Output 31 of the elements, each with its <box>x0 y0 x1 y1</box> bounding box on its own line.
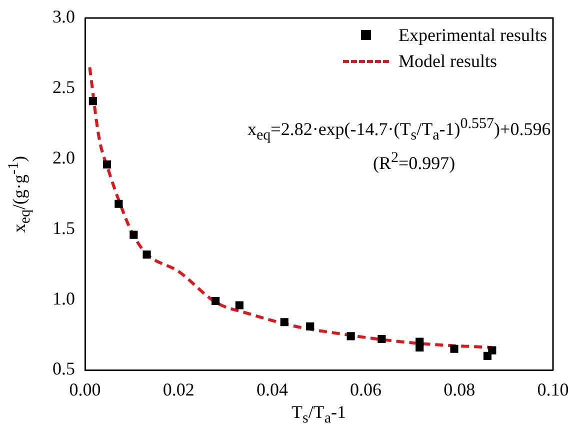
legend-label: Model results <box>398 50 498 72</box>
point <box>416 343 424 352</box>
x-axis-title: T$_{s}$/T$_{a}$-1 <box>292 402 346 428</box>
x-tick-label: 0.08 <box>444 380 476 400</box>
x-tick-label: 0.00 <box>69 380 101 400</box>
point <box>488 346 496 354</box>
text: x$_{eq}$=2.82·exp(-14.7·(T$_{s}$/T$_{a}$-1)$^{0.557}$)+0.596 <box>248 116 551 144</box>
x-tick-label: 0.02 <box>162 380 194 400</box>
point <box>114 200 123 208</box>
point <box>88 97 97 106</box>
point <box>130 230 138 239</box>
legend-label: Experimental results <box>398 24 547 46</box>
point <box>306 322 314 330</box>
point <box>280 318 288 326</box>
y-tick-label: 1.5 <box>52 218 75 238</box>
y-tick-label: 3.0 <box>52 6 75 27</box>
x-tick-label: 0.04 <box>256 380 288 400</box>
x-tick-label: 0.10 <box>537 380 569 400</box>
y-tick-label: 2.5 <box>52 77 75 98</box>
x-tick-label: 0.06 <box>350 380 382 400</box>
point <box>102 160 112 168</box>
y-tick-label: 0.5 <box>52 358 75 379</box>
point <box>346 332 355 340</box>
point <box>450 344 458 353</box>
point <box>378 334 386 344</box>
point <box>235 301 244 310</box>
point <box>212 296 220 306</box>
y-tick-label: 2.0 <box>52 148 75 168</box>
point <box>142 250 151 259</box>
y-tick-label: 1.0 <box>52 288 75 308</box>
annotation: (R$^{2}$=0.997) <box>373 150 456 174</box>
